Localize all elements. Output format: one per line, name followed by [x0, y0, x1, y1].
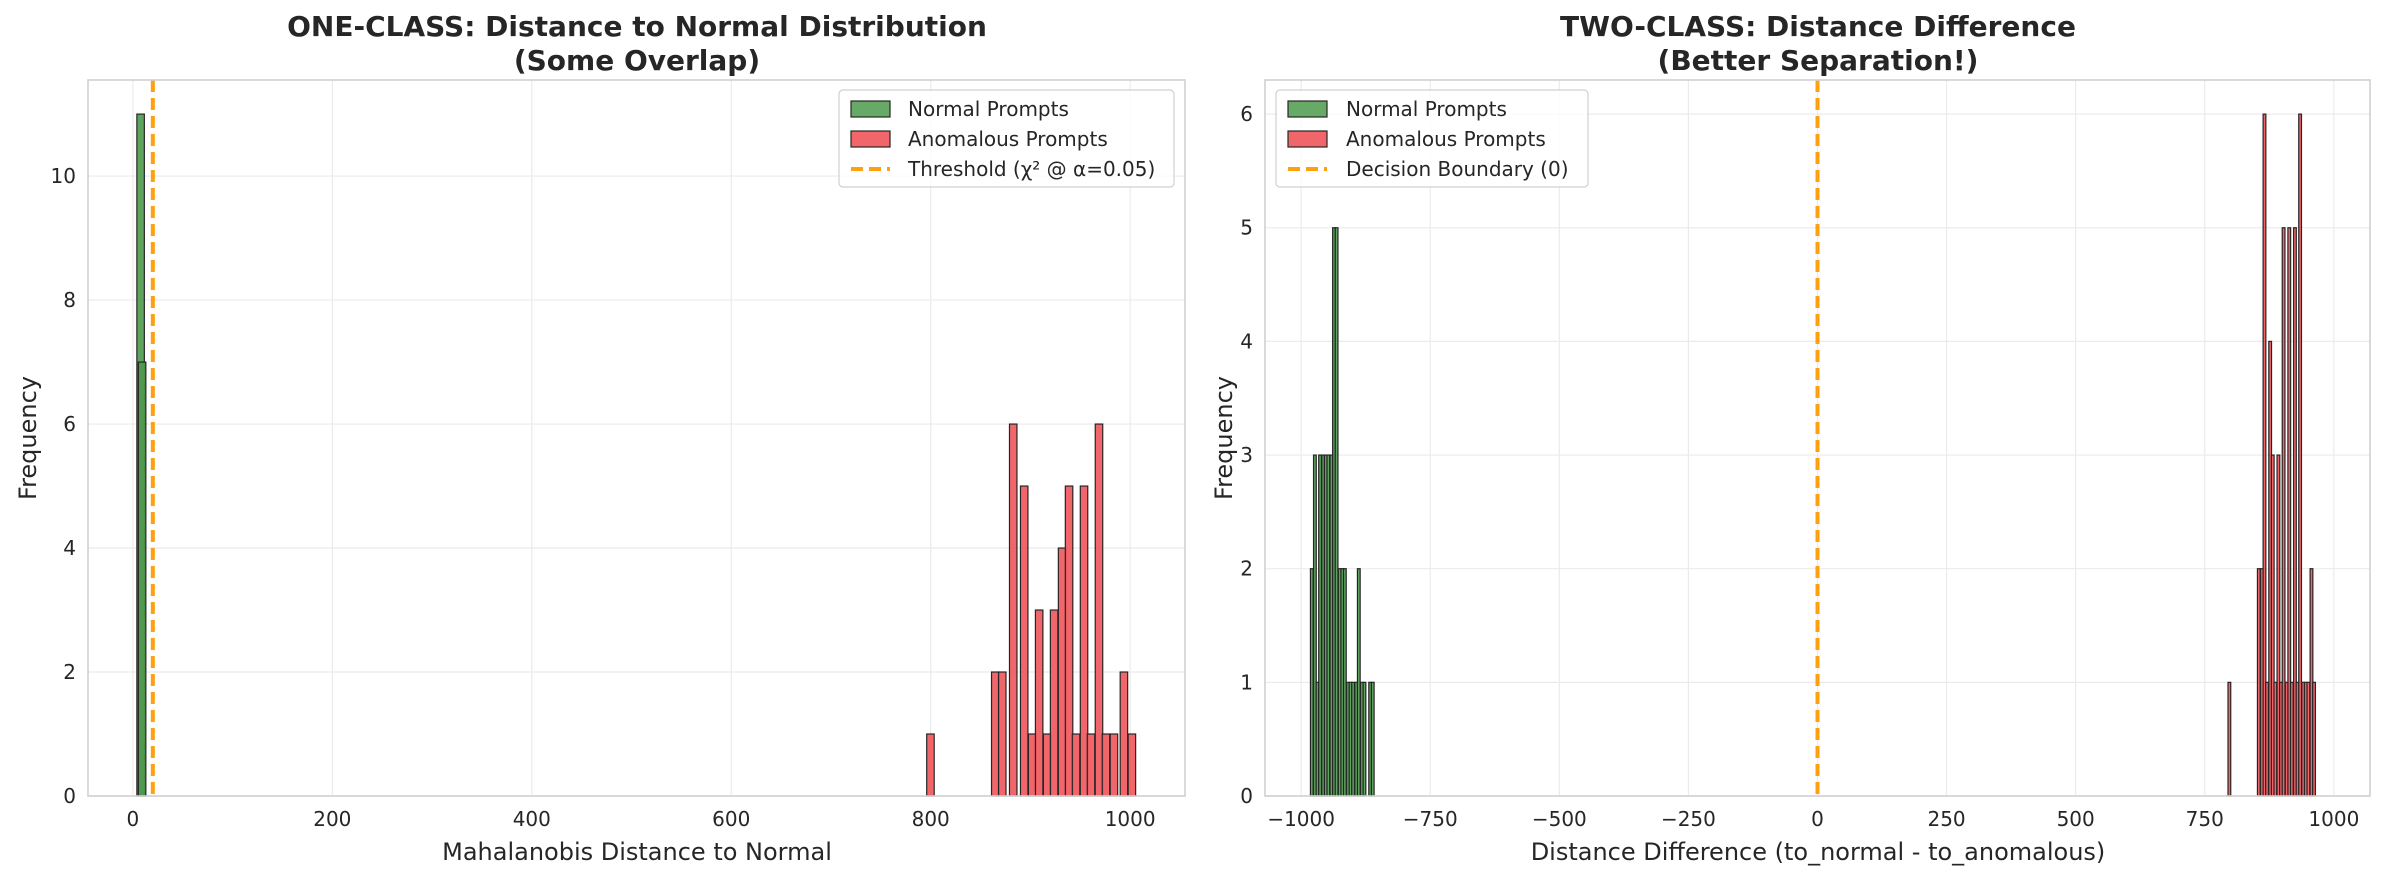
y-tick-label: 1 [1240, 670, 1253, 694]
x-tick-label: 0 [127, 807, 140, 831]
y-tick-label: 0 [63, 784, 76, 808]
histogram-bar [1049, 609, 1059, 797]
histogram-bar [1057, 547, 1067, 797]
legend: Normal Prompts Anomalous Prompts Decisio… [1275, 89, 1589, 188]
histogram-bar [2281, 227, 2286, 797]
histogram-bar [1309, 568, 1314, 797]
chart-one-class: ONE-CLASS: Distance to Normal Distributi… [14, 10, 1186, 866]
histogram-bar [1109, 733, 1119, 797]
legend-label-threshold: Threshold (χ² @ α=0.05) [907, 157, 1155, 181]
histogram-bar [997, 671, 1007, 797]
legend-label-anomalous: Anomalous Prompts [1346, 127, 1546, 151]
histogram-bar [1008, 423, 1018, 797]
y-tick-label: 2 [63, 660, 76, 684]
legend-label-normal: Normal Prompts [908, 97, 1069, 121]
y-tick-label: 5 [1240, 216, 1253, 240]
y-tick-label: 8 [63, 288, 76, 312]
histogram-bar [1318, 454, 1323, 797]
legend-label-anomalous: Anomalous Prompts [908, 127, 1108, 151]
y-tick-label: 0 [1240, 784, 1253, 808]
histogram-bar [1094, 423, 1104, 797]
histogram-bar [1342, 568, 1347, 797]
x-tick-label: 400 [513, 807, 551, 831]
x-tick-label: 200 [313, 807, 351, 831]
legend-label-boundary: Decision Boundary (0) [1346, 157, 1569, 181]
histogram-bar [1034, 609, 1044, 797]
histogram-bar [1351, 681, 1356, 797]
y-tick-label: 6 [1240, 102, 1253, 126]
y-tick-label: 6 [63, 412, 76, 436]
histogram-bar [2227, 681, 2232, 797]
legend-box [838, 89, 1175, 188]
x-tick-label: 250 [1927, 807, 1965, 831]
x-tick-label: −750 [1403, 807, 1458, 831]
histogram-bar [2289, 681, 2294, 797]
legend-label-normal: Normal Prompts [1346, 97, 1507, 121]
legend: Normal Prompts Anomalous Prompts Thresho… [838, 89, 1175, 188]
histogram-bar [1326, 454, 1331, 797]
histogram-bar [1356, 568, 1361, 797]
histogram-bar [2273, 681, 2278, 797]
legend-swatch-normal [1287, 100, 1328, 118]
chart-two-class: TWO-CLASS: Distance Difference (Better S… [1210, 10, 2371, 866]
histogram-bar [1101, 733, 1111, 797]
legend-swatch-normal [850, 100, 891, 118]
histogram-bar [1079, 485, 1089, 797]
histogram-bar [2312, 681, 2317, 797]
histogram-bar [2256, 568, 2261, 797]
histogram-bar [2265, 681, 2270, 797]
legend-swatch-anomalous [850, 130, 891, 148]
y-axis-label: Frequency [1210, 376, 1238, 500]
x-tick-label: 800 [912, 807, 950, 831]
y-tick-labels: 0 1 2 3 4 5 6 [1240, 102, 1253, 808]
x-tick-label: −500 [1532, 807, 1587, 831]
chart-title: ONE-CLASS: Distance to Normal Distributi… [287, 10, 987, 43]
x-tick-label: 600 [712, 807, 750, 831]
x-tick-labels: 0 200 400 600 800 1000 [127, 807, 1156, 831]
legend-swatch-anomalous [1287, 130, 1328, 148]
y-tick-labels: 0 2 4 6 8 10 [51, 164, 76, 808]
x-tick-label: −250 [1661, 807, 1716, 831]
x-tick-label: 1000 [1105, 807, 1156, 831]
chart-subtitle: (Better Separation!) [1658, 44, 1979, 77]
x-tick-labels: −1000 −750 −500 −250 0 250 500 750 1000 [1267, 807, 2359, 831]
y-tick-label: 3 [1240, 443, 1253, 467]
legend-box [1275, 89, 1589, 188]
histogram-bar [1027, 733, 1037, 797]
histogram-bar [1370, 681, 1375, 797]
y-axis-label: Frequency [14, 376, 42, 500]
histogram-bar [1042, 733, 1052, 797]
y-tick-label: 4 [63, 536, 76, 560]
x-tick-label: 0 [1811, 807, 1824, 831]
x-tick-label: −1000 [1267, 807, 1335, 831]
chart-title: TWO-CLASS: Distance Difference [1560, 10, 2076, 43]
histogram-bar [137, 361, 147, 797]
x-axis-label: Mahalanobis Distance to Normal [442, 838, 832, 866]
histogram-bar [1086, 733, 1096, 797]
histogram-bar [1119, 671, 1129, 797]
chart-subtitle: (Some Overlap) [514, 44, 760, 77]
plot-frame [87, 79, 1186, 797]
histogram-bar [1071, 733, 1081, 797]
histogram-bar [1019, 485, 1029, 797]
y-tick-label: 4 [1240, 329, 1253, 353]
x-tick-label: 750 [2186, 807, 2224, 831]
x-tick-label: 500 [2057, 807, 2095, 831]
histogram-bar [2306, 681, 2311, 797]
y-tick-label: 10 [51, 164, 76, 188]
histogram-bar [2298, 113, 2303, 797]
histogram-bars [136, 113, 1137, 797]
plot-frame [1264, 79, 2371, 797]
histogram-bar [1362, 681, 1367, 797]
histogram-bar [1127, 733, 1137, 797]
histogram-bar [1064, 485, 1074, 797]
histogram-bar [1334, 227, 1339, 797]
x-axis-label: Distance Difference (to_normal - to_anom… [1531, 838, 2106, 866]
x-tick-label: 1000 [2308, 807, 2359, 831]
y-tick-label: 2 [1240, 557, 1253, 581]
histogram-bar [990, 671, 1000, 797]
histogram-bar [926, 733, 935, 797]
